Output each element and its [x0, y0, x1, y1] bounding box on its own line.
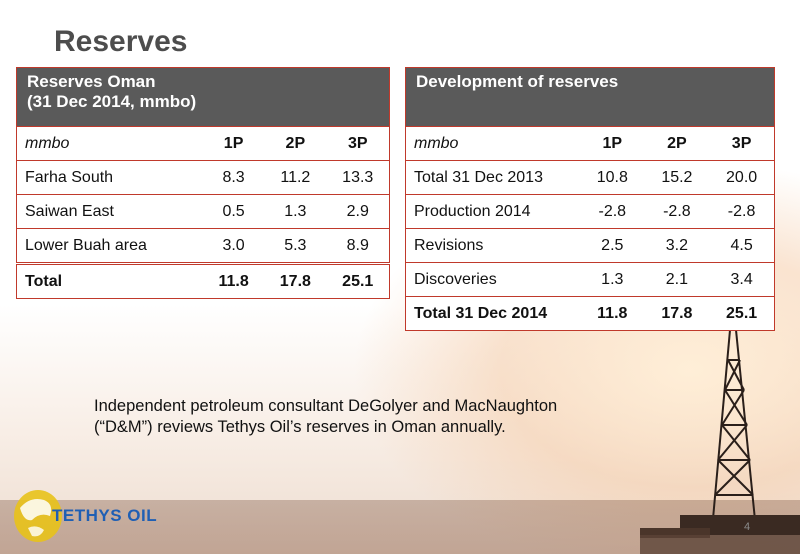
- table-row: Lower Buah area 3.0 5.3 8.9: [16, 228, 390, 264]
- row-label: Production 2014: [405, 194, 580, 229]
- row-label: Saiwan East: [16, 194, 203, 229]
- cell-value: 5.3: [264, 228, 327, 264]
- development-header-text: Development of reserves: [416, 72, 619, 91]
- row-label: Lower Buah area: [16, 228, 203, 264]
- total-value: 17.8: [264, 262, 327, 299]
- table-row: Revisions 2.5 3.2 4.5: [405, 228, 776, 263]
- cell-value: 8.3: [203, 160, 265, 195]
- table-row: Farha South 8.3 11.2 13.3: [16, 160, 390, 195]
- cell-value: 11.2: [264, 160, 327, 195]
- table-row: Total 31 Dec 2013 10.8 15.2 20.0: [405, 160, 776, 195]
- cell-value: 3.0: [203, 228, 265, 264]
- total-label: Total 31 Dec 2014: [405, 296, 580, 331]
- slide-title: Reserves: [54, 25, 188, 58]
- table-column-header-row: mmbo 1P 2P 3P: [405, 126, 776, 161]
- drilling-rig-image: [640, 330, 800, 554]
- row-label: Farha South: [16, 160, 203, 195]
- table-row: Saiwan East 0.5 1.3 2.9: [16, 194, 390, 229]
- total-value: 11.8: [203, 262, 265, 299]
- reserves-oman-header-line1: Reserves Oman: [27, 72, 156, 91]
- cell-value: -2.8: [709, 194, 776, 229]
- cell-value: 10.8: [580, 160, 645, 195]
- table-row: Production 2014 -2.8 -2.8 -2.8: [405, 194, 776, 229]
- cell-value: 2.1: [644, 262, 710, 297]
- total-value: 17.8: [644, 296, 710, 331]
- cell-value: 13.3: [326, 160, 390, 195]
- total-value: 11.8: [580, 296, 645, 331]
- column-header-3p: 3P: [326, 126, 390, 161]
- cell-value: 20.0: [709, 160, 776, 195]
- tethys-oil-logo-text: TETHYS OIL: [52, 506, 158, 525]
- column-header-2p: 2P: [264, 126, 327, 161]
- table-row: Discoveries 1.3 2.1 3.4: [405, 262, 776, 297]
- unit-label: mmbo: [405, 126, 580, 161]
- cell-value: 1.3: [264, 194, 327, 229]
- cell-value: 2.9: [326, 194, 390, 229]
- cell-value: 15.2: [644, 160, 710, 195]
- cell-value: 2.5: [580, 228, 645, 263]
- column-header-1p: 1P: [203, 126, 265, 161]
- column-header-3p: 3P: [709, 126, 776, 161]
- column-header-2p: 2P: [644, 126, 710, 161]
- cell-value: 3.4: [709, 262, 776, 297]
- reserves-oman-header-line2: (31 Dec 2014, mmbo): [27, 92, 197, 111]
- cell-value: 8.9: [326, 228, 390, 264]
- cell-value: 1.3: [580, 262, 645, 297]
- row-label: Revisions: [405, 228, 580, 263]
- total-row: Total 31 Dec 2014 11.8 17.8 25.1: [405, 296, 776, 331]
- development-of-reserves-table: Development of reserves mmbo 1P 2P 3P To…: [405, 67, 776, 331]
- row-label: Discoveries: [405, 262, 580, 297]
- row-label: Total 31 Dec 2013: [405, 160, 580, 195]
- total-row: Total 11.8 17.8 25.1: [16, 262, 390, 299]
- dm-review-note: Independent petroleum consultant DeGolye…: [94, 396, 654, 438]
- page-number: 4: [744, 521, 751, 533]
- development-header: Development of reserves: [405, 67, 775, 127]
- cell-value: -2.8: [580, 194, 645, 229]
- total-label: Total: [16, 262, 203, 299]
- reserves-oman-header: Reserves Oman (31 Dec 2014, mmbo): [16, 67, 390, 127]
- tethys-globe-logo-icon: [14, 490, 62, 542]
- unit-label: mmbo: [16, 126, 203, 161]
- column-header-1p: 1P: [580, 126, 645, 161]
- table-column-header-row: mmbo 1P 2P 3P: [16, 126, 390, 161]
- cell-value: 4.5: [709, 228, 776, 263]
- cell-value: 3.2: [644, 228, 710, 263]
- cell-value: 0.5: [203, 194, 265, 229]
- cell-value: -2.8: [644, 194, 710, 229]
- reserves-oman-table: Reserves Oman (31 Dec 2014, mmbo) mmbo 1…: [16, 67, 390, 299]
- total-value: 25.1: [709, 296, 776, 331]
- note-line-2: (“D&M”) reviews Tethys Oil’s reserves in…: [94, 418, 506, 436]
- note-line-1: Independent petroleum consultant DeGolye…: [94, 397, 558, 415]
- total-value: 25.1: [326, 262, 390, 299]
